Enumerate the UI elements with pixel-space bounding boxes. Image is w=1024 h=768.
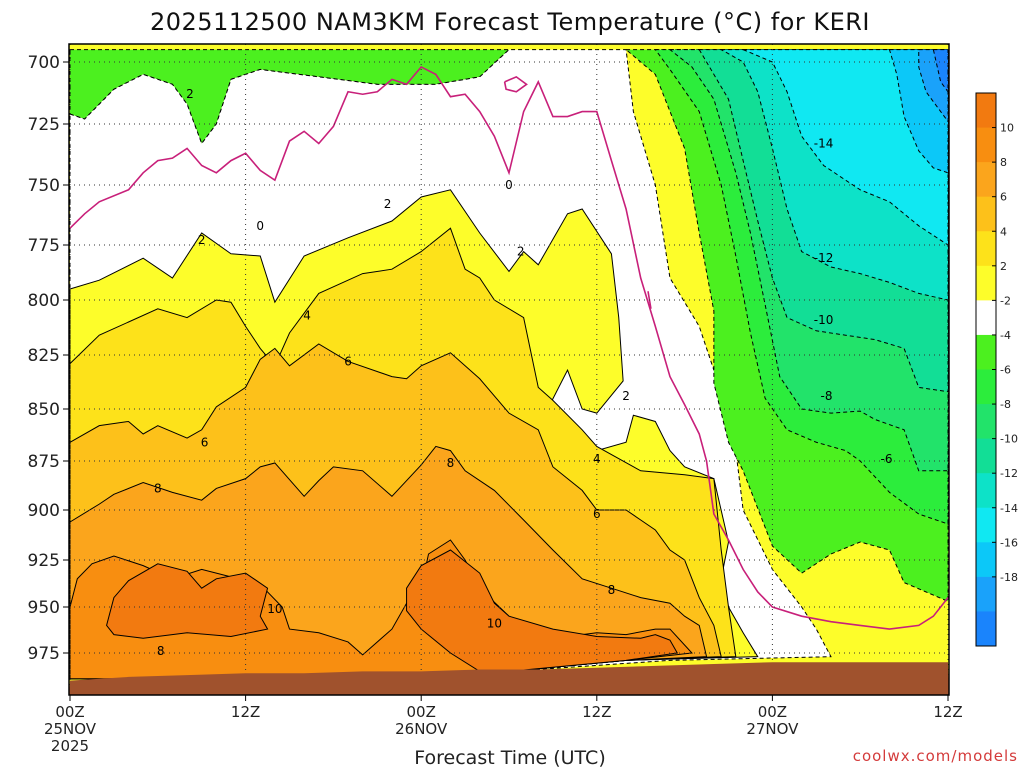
contour-label: -10: [814, 313, 834, 327]
y-tick-label: 750: [28, 176, 60, 196]
colorbar-label: -18: [1000, 571, 1018, 584]
colorbar-swatch: [976, 507, 996, 543]
x-tick-label: 00Z: [55, 703, 84, 721]
x-tick-label: 27NOV: [746, 720, 799, 738]
colorbar-label: 8: [1000, 156, 1007, 169]
colorbar-label: -2: [1000, 294, 1011, 307]
contour-label: 10: [487, 617, 502, 631]
colorbar-label: 10: [1000, 122, 1014, 135]
colorbar-swatch: [976, 404, 996, 440]
contour-label: 2: [517, 245, 525, 259]
temperature-fill-regions: [69, 49, 949, 680]
colorbar-label: 4: [1000, 225, 1007, 238]
x-tick-label: 26NOV: [395, 720, 448, 738]
contour-label: 4: [303, 308, 311, 322]
zero-isotherm-line-1: [503, 75, 528, 93]
y-tick-label: 875: [28, 452, 60, 472]
colorbar-swatch: [976, 196, 996, 232]
region-cold-neg18: [932, 49, 949, 94]
terrain-fill: [69, 662, 949, 695]
colorbar-label: 2: [1000, 260, 1007, 273]
x-tick-label: 00Z: [407, 703, 436, 721]
plot-area: 2 0 2 2 0 2 4 6 6 2 4 8 8 6 8 10 10 8 -14 -12 -10 -8 -6: [68, 43, 950, 696]
y-tick-label: 975: [28, 644, 60, 664]
colorbar-label: -14: [1000, 502, 1018, 515]
colorbar-swatch: [976, 300, 996, 336]
x-tick-label: 12Z: [933, 703, 962, 721]
region-cold-neg12: [742, 49, 949, 246]
colorbar-swatch: [976, 611, 996, 647]
contour-label: 0: [505, 178, 513, 192]
colorbar-label: -6: [1000, 364, 1011, 377]
contour-label: 10: [267, 602, 282, 616]
contour-label: -8: [821, 389, 833, 403]
chart-title: 2025112500 NAM3KM Forecast Temperature (…: [150, 8, 870, 36]
colorbar-label: -16: [1000, 536, 1018, 549]
plot-frame: [68, 43, 950, 696]
x-tick-label: 00Z: [758, 703, 787, 721]
y-axis: 700 725 750 775 800 825 850 875 900 925 950 975: [28, 53, 69, 664]
colorbar-swatch: [976, 542, 996, 578]
colorbar-swatch: [976, 576, 996, 612]
credit-text: coolwx.com/models: [853, 747, 1018, 765]
y-tick-label: 925: [28, 551, 60, 571]
colorbar-swatch: [976, 438, 996, 474]
x-tick-label: 2025: [51, 737, 89, 755]
contour-label: 0: [256, 219, 264, 233]
y-tick-label: 850: [28, 400, 60, 420]
colorbar-swatch: [976, 162, 996, 198]
colorbar: 10 8 6 4 2 -2 -4 -6 -8 -10 -12 -14 -16 -18: [975, 92, 1018, 647]
zero-isotherm-line-0: [69, 65, 949, 630]
x-axis-label: Forecast Time (UTC): [414, 747, 605, 768]
x-tick-label: 12Z: [231, 703, 260, 721]
region-warm-plus10-mid: [406, 549, 679, 672]
contour-label: 4: [593, 452, 601, 466]
y-tick-label: 900: [28, 501, 60, 521]
region-warm-plus10-left: [106, 563, 269, 639]
contour-label: 8: [157, 644, 165, 658]
colorbar-label: -8: [1000, 398, 1011, 411]
terrain: [69, 662, 949, 695]
contour-label: 8: [154, 481, 162, 495]
colorbar-label: 6: [1000, 191, 1007, 204]
colorbar-swatch: [976, 334, 996, 370]
contour-label: 6: [593, 507, 601, 521]
y-tick-label: 700: [28, 53, 60, 73]
contour-label: -6: [881, 452, 893, 466]
y-tick-label: 825: [28, 346, 60, 366]
grid-lines: [69, 44, 949, 695]
contour-label: 8: [447, 456, 455, 470]
contour-label: -12: [814, 251, 834, 265]
colorbar-swatch: [976, 265, 996, 301]
contour-label: 2: [622, 389, 630, 403]
colorbar-label: -4: [1000, 329, 1011, 342]
contour-label: 2: [384, 197, 392, 211]
contour-label: 2: [198, 233, 206, 247]
contour-label: -14: [814, 137, 834, 151]
colorbar-label: -10: [1000, 433, 1018, 446]
x-tick-label: 12Z: [582, 703, 611, 721]
x-tick-label: 25NOV: [44, 720, 97, 738]
colorbar-swatch: [976, 127, 996, 163]
contour-label: 2: [186, 87, 194, 101]
contour-label: 6: [344, 354, 352, 368]
colorbar-swatch: [976, 369, 996, 405]
colorbar-swatch: [976, 231, 996, 267]
colorbar-label: -12: [1000, 467, 1018, 480]
colorbar-swatch: [976, 93, 996, 129]
y-tick-label: 950: [28, 598, 60, 618]
y-tick-label: 800: [28, 291, 60, 311]
contour-labels: 2 0 2 2 0 2 4 6 6 2 4 8 8 6 8 10 10 8 -14 -12 -10 -8 -6: [154, 87, 893, 658]
y-tick-label: 775: [28, 236, 60, 256]
colorbar-swatch: [976, 473, 996, 509]
contour-label: 6: [201, 435, 209, 449]
y-tick-label: 725: [28, 115, 60, 135]
contour-label: 8: [608, 583, 616, 597]
